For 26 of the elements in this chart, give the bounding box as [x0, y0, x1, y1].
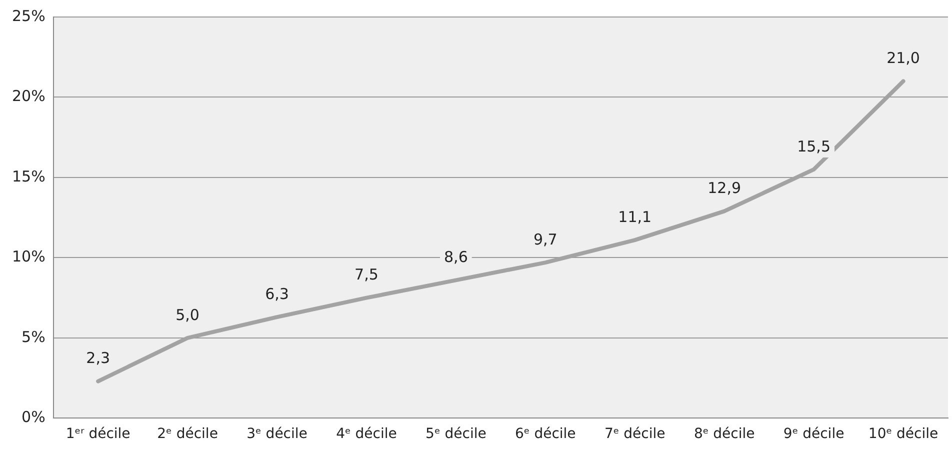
x-tick-label: 9ᵉ décile — [783, 426, 844, 442]
x-tick-label: 4ᵉ décile — [336, 426, 397, 442]
x-tick-label: 2ᵉ décile — [157, 426, 218, 442]
x-tick-label: 3ᵉ décile — [246, 426, 308, 442]
data-label: 7,5 — [354, 266, 378, 284]
x-tick-label: 6ᵉ décile — [515, 426, 576, 442]
y-tick-label: 0% — [22, 408, 46, 426]
x-tick-label: 10ᵉ décile — [868, 426, 938, 442]
data-label: 5,0 — [176, 306, 200, 324]
y-tick-label: 10% — [12, 248, 46, 266]
data-label: 9,7 — [533, 230, 558, 248]
data-label: 6,3 — [265, 284, 289, 303]
x-tick-label: 1ᵉʳ décile — [66, 426, 130, 442]
y-tick-label: 5% — [22, 328, 46, 346]
data-label: 15,5 — [797, 137, 831, 156]
x-tick-label: 8ᵉ décile — [694, 426, 755, 442]
data-label: 12,9 — [708, 179, 742, 198]
data-label: 11,1 — [618, 208, 652, 226]
data-label: 21,0 — [886, 49, 920, 68]
y-tick-label: 20% — [12, 87, 46, 106]
data-label: 8,6 — [444, 248, 468, 266]
x-tick-label: 5ᵉ décile — [426, 426, 486, 442]
y-tick-label: 15% — [12, 167, 46, 186]
data-label: 2,3 — [86, 349, 110, 368]
x-tick-label: 7ᵉ décile — [604, 426, 666, 442]
y-tick-label: 25% — [12, 6, 46, 25]
